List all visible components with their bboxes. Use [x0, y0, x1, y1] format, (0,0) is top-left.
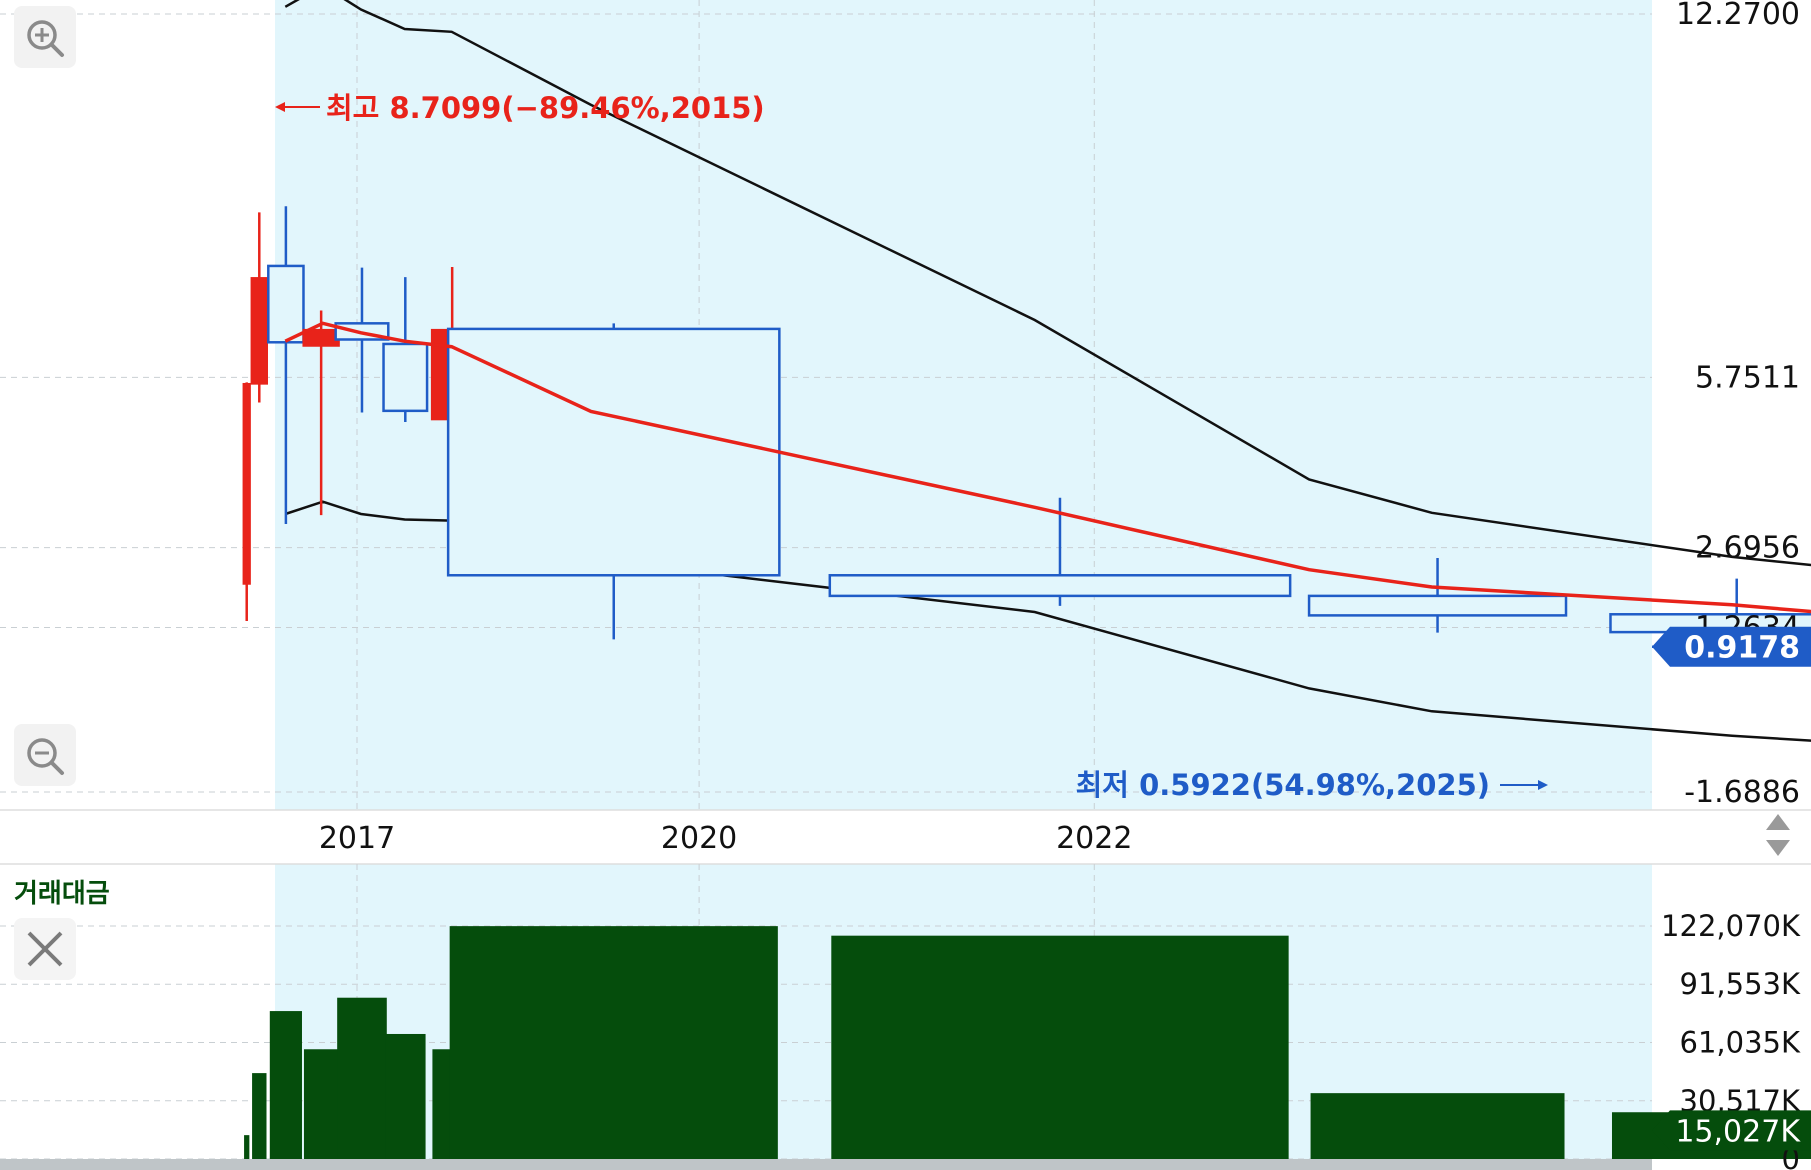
current-price-badge — [1652, 626, 1811, 667]
candle-body — [828, 574, 1292, 598]
volume-bar — [831, 935, 1289, 1159]
candle-body — [302, 328, 340, 347]
price-tick-label: -1.6886 — [1684, 775, 1800, 810]
volume-bar — [252, 1073, 267, 1159]
volume-bar — [449, 926, 778, 1159]
scroll-arrows[interactable] — [1758, 810, 1798, 860]
time-axis-bar — [0, 810, 1811, 864]
close-icon — [27, 931, 63, 967]
price-tick-label: 5.7511 — [1695, 360, 1800, 395]
time-tick-label: 2022 — [1056, 821, 1132, 856]
volume-baseline — [0, 1159, 1652, 1170]
volume-bar — [1310, 1093, 1565, 1159]
close-volume-button[interactable] — [14, 918, 76, 980]
volume-bar — [385, 1033, 426, 1159]
candle-body — [267, 264, 305, 344]
envelope-lower-line — [284, 500, 1811, 742]
zoom-in-button[interactable] — [14, 6, 76, 68]
candle — [1307, 557, 1568, 633]
current-volume-badge — [1652, 1110, 1811, 1151]
candle — [382, 277, 429, 422]
candle — [250, 212, 268, 403]
zoom-out-button[interactable] — [14, 724, 76, 786]
volume-tick-label: 122,070K — [1661, 909, 1801, 943]
volume-tick-label: 91,553K — [1680, 967, 1801, 1001]
candle-body — [242, 382, 251, 585]
volume-bar — [303, 1049, 339, 1159]
low-annotation-text: 최저 0.5922(54.98%,2025) — [1076, 768, 1490, 802]
volume-tick-label: 61,035K — [1680, 1026, 1801, 1060]
current-price-label: 0.9178 — [1684, 631, 1800, 666]
time-tick-label: 2020 — [661, 821, 737, 856]
high-annotation-text: 최고 8.7099(−89.46%,2015) — [326, 91, 765, 125]
high-annotation-arrow-head — [275, 102, 285, 112]
envelope-upper-line — [284, 0, 1811, 567]
candle-body — [1307, 594, 1568, 617]
price-tick-label: 12.2700 — [1676, 0, 1800, 32]
price-tick-label: 2.6956 — [1695, 531, 1800, 566]
volume-bar — [269, 1011, 302, 1159]
volume-bar — [337, 997, 387, 1159]
candle-body — [446, 327, 781, 577]
zoom-in-icon — [27, 20, 64, 57]
zoom-out-icon — [27, 738, 64, 775]
up-down-arrows-icon — [1766, 814, 1790, 856]
candle — [828, 497, 1292, 606]
current-volume-label: 15,027K — [1675, 1114, 1801, 1149]
candle — [302, 310, 340, 516]
volume-bar — [244, 1135, 250, 1159]
candle-body — [382, 342, 429, 413]
time-tick-label: 2017 — [319, 821, 395, 856]
moving-average-line — [284, 321, 1811, 614]
candle-body — [250, 277, 268, 385]
volume-panel-title: 거래대금 — [14, 879, 110, 909]
candle — [242, 382, 251, 621]
low-annotation-arrow-head — [1538, 780, 1548, 790]
candle — [267, 206, 305, 524]
